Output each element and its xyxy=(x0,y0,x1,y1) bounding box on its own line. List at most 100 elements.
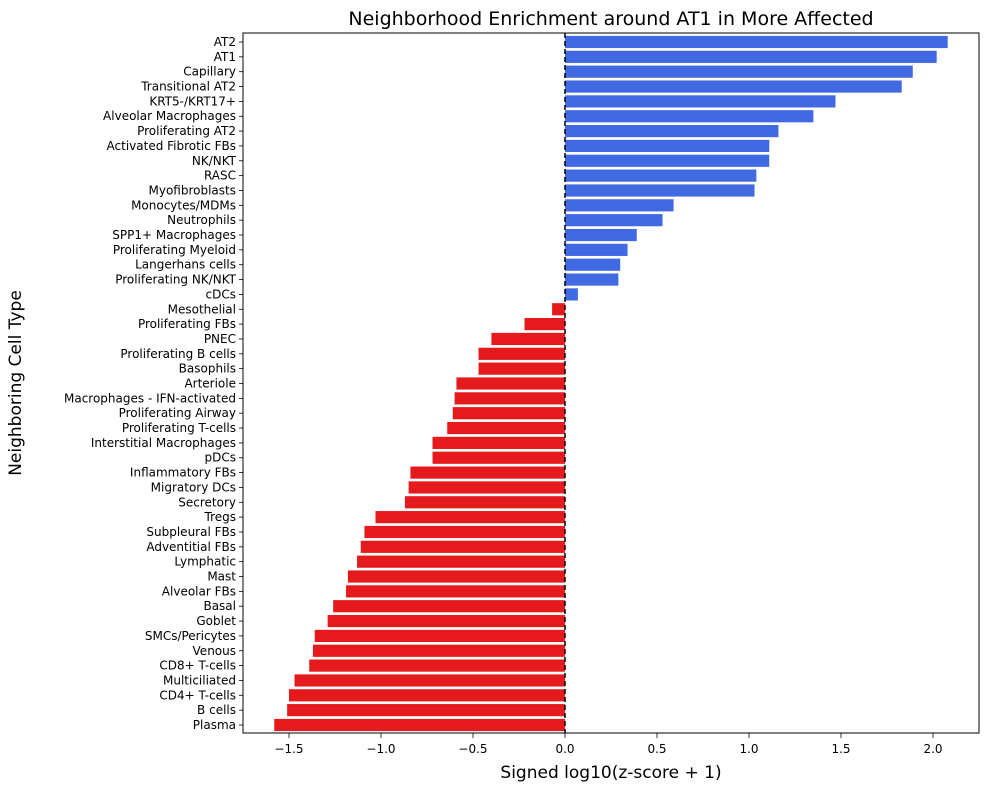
y-tick-label: NK/NKT xyxy=(192,154,237,168)
bar xyxy=(314,629,565,643)
y-tick-label: Capillary xyxy=(183,65,236,79)
bar xyxy=(454,392,565,405)
bar xyxy=(565,258,621,271)
bar xyxy=(294,674,565,687)
y-tick-label: Proliferating Airway xyxy=(119,406,236,420)
y-tick-label: AT2 xyxy=(214,35,236,49)
bar xyxy=(478,362,565,375)
y-tick-label: Transitional AT2 xyxy=(140,80,236,94)
bar xyxy=(565,199,674,212)
y-tick-label: PNEC xyxy=(204,332,236,346)
bar xyxy=(327,614,565,628)
bar xyxy=(565,110,814,123)
y-tick-label: Langerhans cells xyxy=(135,258,236,272)
y-tick-label: CD4+ T-cells xyxy=(159,688,236,702)
y-tick-label: cDCs xyxy=(206,287,236,301)
y-tick-label: Secretory xyxy=(178,495,236,509)
bar xyxy=(360,540,565,553)
y-tick-label: Lymphatic xyxy=(174,555,236,569)
y-tick-label: Neutrophils xyxy=(167,213,236,227)
bar xyxy=(565,214,663,227)
x-tick-label: −1.0 xyxy=(366,742,395,756)
y-tick-label: SMCs/Pericytes xyxy=(145,629,236,643)
bar xyxy=(565,139,770,153)
bar xyxy=(432,451,565,464)
bar xyxy=(565,228,637,242)
bar xyxy=(347,570,565,583)
y-tick-label: Basal xyxy=(203,599,236,613)
y-tick-label: CD8+ T-cells xyxy=(159,659,236,673)
x-tick-label: 1.0 xyxy=(739,742,758,756)
y-tick-label: Venous xyxy=(193,644,236,658)
bar xyxy=(565,273,619,286)
y-tick-label: Proliferating T-cells xyxy=(122,421,236,435)
x-tick-label: 0.0 xyxy=(555,742,574,756)
y-tick-label: Arteriole xyxy=(184,377,236,391)
bar xyxy=(565,95,836,108)
y-tick-label: Multiciliated xyxy=(163,673,236,687)
y-axis-label: Neighboring Cell Type xyxy=(6,290,26,476)
x-tick-label: −0.5 xyxy=(458,742,487,756)
bar xyxy=(289,689,565,702)
y-tick-label: Plasma xyxy=(193,718,236,732)
y-tick-label: Interstitial Macrophages xyxy=(91,436,236,450)
y-tick-label: Basophils xyxy=(179,362,236,376)
y-tick-label: Proliferating FBs xyxy=(138,317,236,331)
bar xyxy=(309,659,565,672)
x-tick-label: 2.0 xyxy=(923,742,942,756)
y-tick-label: RASC xyxy=(204,169,236,183)
y-tick-label: Subpleural FBs xyxy=(146,525,236,539)
bar xyxy=(287,704,565,717)
bar xyxy=(274,718,565,732)
y-tick-label: Monocytes/MDMs xyxy=(131,198,236,212)
bar xyxy=(312,644,565,657)
bar xyxy=(375,511,565,524)
x-ticks: −1.5 −1.0 −0.5 0.0 0.5 1.0 1.5 2.0 xyxy=(274,733,943,756)
y-tick-label: SPP1+ Macrophages xyxy=(112,228,236,242)
y-tick-label: Alveolar Macrophages xyxy=(103,109,236,123)
y-tick-label: Proliferating AT2 xyxy=(137,124,236,138)
bars xyxy=(274,35,948,732)
x-tick-label: 1.5 xyxy=(831,742,850,756)
y-tick-label: Goblet xyxy=(196,614,236,628)
bar xyxy=(333,600,565,613)
x-axis-label: Signed log10(z-score + 1) xyxy=(500,763,721,783)
bar xyxy=(432,436,565,449)
y-tick-label: Adventitial FBs xyxy=(146,540,236,554)
bar xyxy=(408,481,565,494)
y-tick-label: Mast xyxy=(207,570,236,584)
y-tick-label: Tregs xyxy=(204,510,237,524)
bar xyxy=(565,154,770,167)
y-tick-label: Proliferating NK/NKT xyxy=(115,273,236,287)
y-tick-label: KRT5-/KRT17+ xyxy=(149,94,236,108)
y-tick-label: Mesothelial xyxy=(168,302,236,316)
y-tick-label: Activated Fibrotic FBs xyxy=(107,139,236,153)
y-tick-label: AT1 xyxy=(214,50,236,64)
bar xyxy=(524,318,565,331)
bar xyxy=(346,585,565,598)
bar xyxy=(404,496,565,509)
y-tick-label: Proliferating B cells xyxy=(120,347,236,361)
bar xyxy=(452,407,565,420)
y-tick-label: Macrophages - IFN-activated xyxy=(64,391,236,405)
bar xyxy=(565,124,779,138)
bar xyxy=(456,377,565,390)
bar xyxy=(447,421,565,435)
y-tick-label: Migratory DCs xyxy=(151,480,236,494)
bar xyxy=(565,35,948,49)
x-tick-label: −1.5 xyxy=(274,742,303,756)
bar xyxy=(565,288,578,301)
bar xyxy=(565,169,757,182)
y-tick-label: Alveolar FBs xyxy=(162,584,236,598)
chart-title: Neighborhood Enrichment around AT1 in Mo… xyxy=(348,8,873,30)
bar xyxy=(357,555,565,568)
y-tick-label: Myofibroblasts xyxy=(149,183,237,197)
bar xyxy=(478,347,565,360)
bar xyxy=(565,80,902,93)
bar xyxy=(491,332,565,346)
bar xyxy=(565,65,913,78)
y-tick-label: B cells xyxy=(197,703,236,717)
bar xyxy=(552,303,565,316)
